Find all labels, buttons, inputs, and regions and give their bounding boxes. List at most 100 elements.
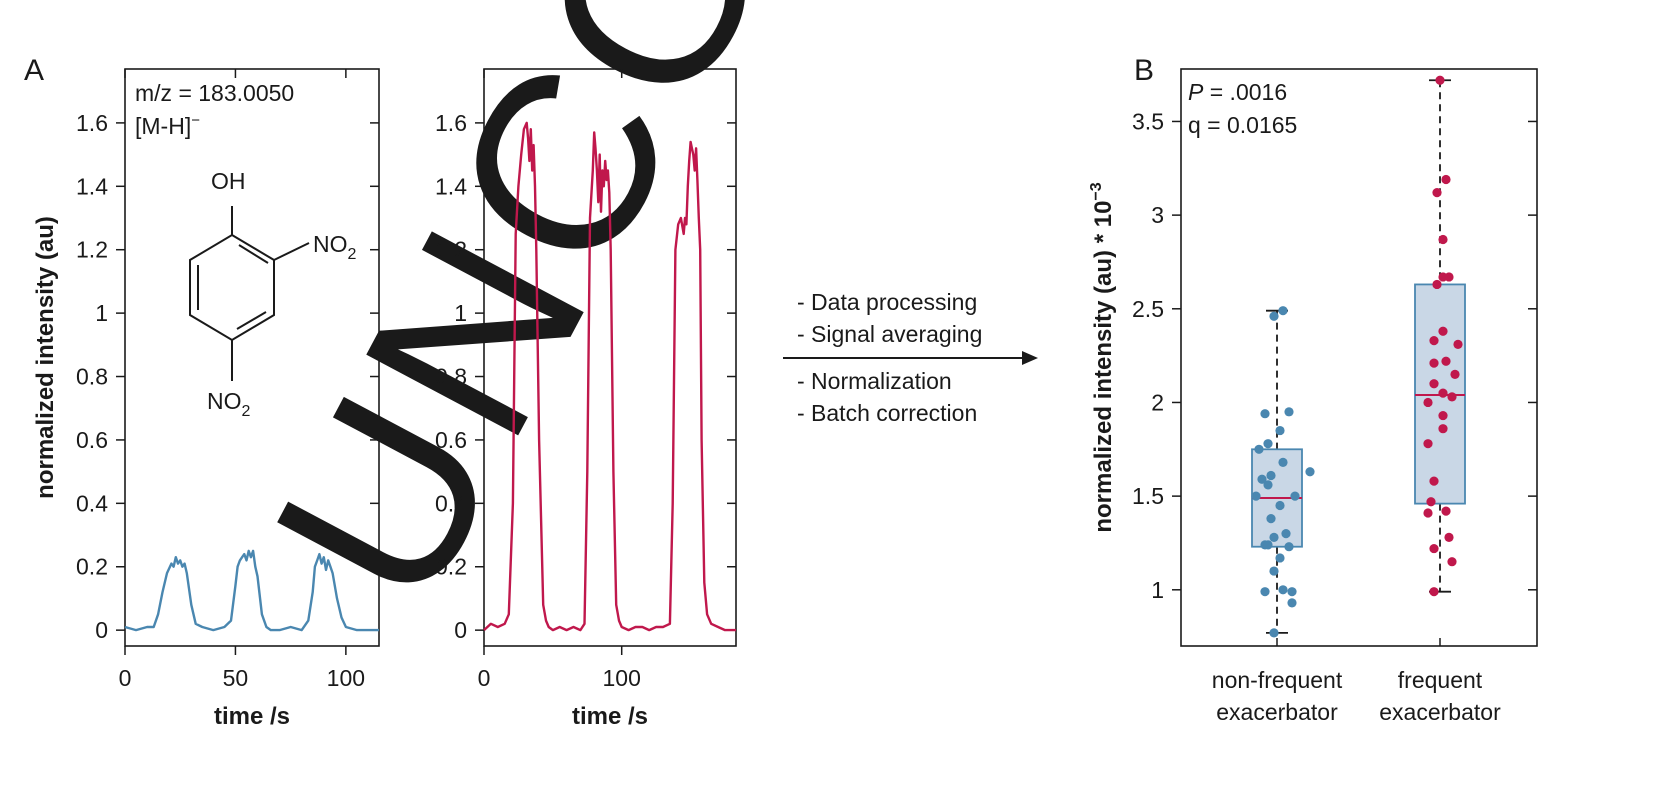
p-value: = .0016 <box>1203 79 1287 105</box>
x-tick-label: 50 <box>223 665 249 691</box>
data-point <box>1263 439 1273 449</box>
ring-double-bond-2 <box>236 311 267 330</box>
data-point <box>1269 628 1279 638</box>
y-tick-label: 0.2 <box>76 554 108 580</box>
no2-subscript: 2 <box>348 246 357 263</box>
series-line <box>124 549 379 632</box>
workflow-step-1: - Data processing <box>797 289 977 315</box>
oh-label: OH <box>211 168 246 194</box>
plot-frame <box>124 68 380 647</box>
data-point <box>1435 75 1445 85</box>
y-tick-label: 1.5 <box>1132 483 1164 509</box>
data-point <box>1281 528 1291 539</box>
y-tick-label: 0.8 <box>435 364 467 390</box>
workflow-step-4: - Batch correction <box>797 400 977 426</box>
y-tick-label: 1.4 <box>435 173 467 199</box>
data-point <box>1260 587 1270 597</box>
y-tick-label: 1.2 <box>76 237 108 263</box>
data-point <box>1438 234 1448 245</box>
category-label: exacerbator <box>1379 699 1501 725</box>
x-tick-label: 0 <box>119 665 132 691</box>
x-axis-label: time /s <box>572 703 648 730</box>
ring-double-bond-1 <box>238 244 269 264</box>
data-point <box>1257 474 1267 484</box>
y-tick-label: 0.4 <box>435 490 467 516</box>
data-point <box>1453 339 1463 349</box>
chart-a-left: 0 0.2 0.4 0.6 0.8 1 1.2 1.4 1.6 0 50 100 time /s norm… <box>32 68 380 730</box>
data-point <box>1438 326 1448 336</box>
y-axis-label-exponent: −3 <box>1088 182 1105 200</box>
plot-frame <box>1180 68 1538 647</box>
data-point <box>1429 336 1439 346</box>
y-tick-label: 0.8 <box>76 364 108 390</box>
data-point <box>1432 188 1442 198</box>
data-point <box>1432 279 1442 290</box>
data-point <box>1263 480 1273 490</box>
series-line <box>483 121 736 632</box>
data-point <box>1429 543 1439 554</box>
data-point <box>1429 587 1439 597</box>
data-point <box>1254 444 1264 454</box>
data-point <box>1284 542 1294 552</box>
p-value-annotation: P = .0016 <box>1188 79 1287 105</box>
data-point <box>1278 306 1288 316</box>
data-point <box>1438 424 1448 434</box>
data-point <box>1266 514 1276 524</box>
ion-text: [M-H] <box>135 113 191 139</box>
data-point <box>1287 598 1297 608</box>
no2-bond-ortho <box>273 242 310 261</box>
y-tick-label: 3.5 <box>1132 108 1164 134</box>
data-point <box>1441 174 1451 185</box>
panel-label-b: B <box>1134 54 1154 87</box>
y-axis-label-text: normalized intensity (au) * 10 <box>1090 201 1117 533</box>
data-point <box>1429 358 1439 368</box>
y-axis-label: normalized intensity (au) <box>32 216 59 499</box>
workflow-arrow-head <box>1022 351 1038 365</box>
data-point <box>1447 557 1457 567</box>
category-label: frequent <box>1398 667 1483 693</box>
data-point <box>1251 491 1261 501</box>
data-point <box>1266 470 1276 481</box>
benzene-ring <box>189 233 275 342</box>
x-tick-label: 100 <box>327 665 365 691</box>
ion-annotation: [M-H]− <box>135 112 200 139</box>
ion-charge: − <box>191 112 200 129</box>
mz-annotation: m/z = 183.0050 <box>135 80 294 106</box>
x-axis-label: time /s <box>214 703 290 730</box>
category-label: exacerbator <box>1216 699 1338 725</box>
workflow-step-2: - Signal averaging <box>797 321 982 347</box>
q-value-annotation: q = 0.0165 <box>1188 112 1297 138</box>
data-point <box>1441 356 1451 366</box>
data-point <box>1438 272 1448 282</box>
data-point <box>1275 500 1285 511</box>
data-point <box>1423 439 1433 449</box>
p-symbol: P <box>1188 79 1204 105</box>
y-tick-label: 1 <box>454 300 467 326</box>
data-point <box>1450 369 1460 379</box>
no2-subscript: 2 <box>242 403 251 420</box>
y-tick-label: 1.6 <box>435 110 467 136</box>
y-tick-label: 0 <box>95 617 108 643</box>
data-point <box>1290 491 1300 501</box>
data-point <box>1305 467 1315 477</box>
y-tick-label: 0.2 <box>435 554 467 580</box>
y-tick-label: 0 <box>454 617 467 643</box>
chart-a-right: 0 0.2 0.4 0.6 0.8 1 1.2 1.4 1.6 0 100 time /s <box>435 68 737 730</box>
data-point <box>1438 388 1448 398</box>
data-point <box>1269 311 1279 321</box>
data-point <box>1438 410 1448 421</box>
panel-label-a: A <box>24 54 44 87</box>
category-label: non-frequent <box>1212 667 1343 693</box>
data-point <box>1447 392 1457 402</box>
y-tick-label: 1 <box>95 300 108 326</box>
data-point <box>1429 379 1439 389</box>
y-tick-label: 0.6 <box>435 427 467 453</box>
y-tick-label: 1.6 <box>76 110 108 136</box>
data-point <box>1429 476 1439 486</box>
data-point <box>1263 540 1273 550</box>
plot-frame <box>483 68 737 647</box>
data-point <box>1423 397 1433 408</box>
data-point <box>1260 409 1270 419</box>
chart-b-boxplot: 1 1.5 2 2.5 3 3.5 normalized intensity (au) * … <box>1088 68 1538 725</box>
